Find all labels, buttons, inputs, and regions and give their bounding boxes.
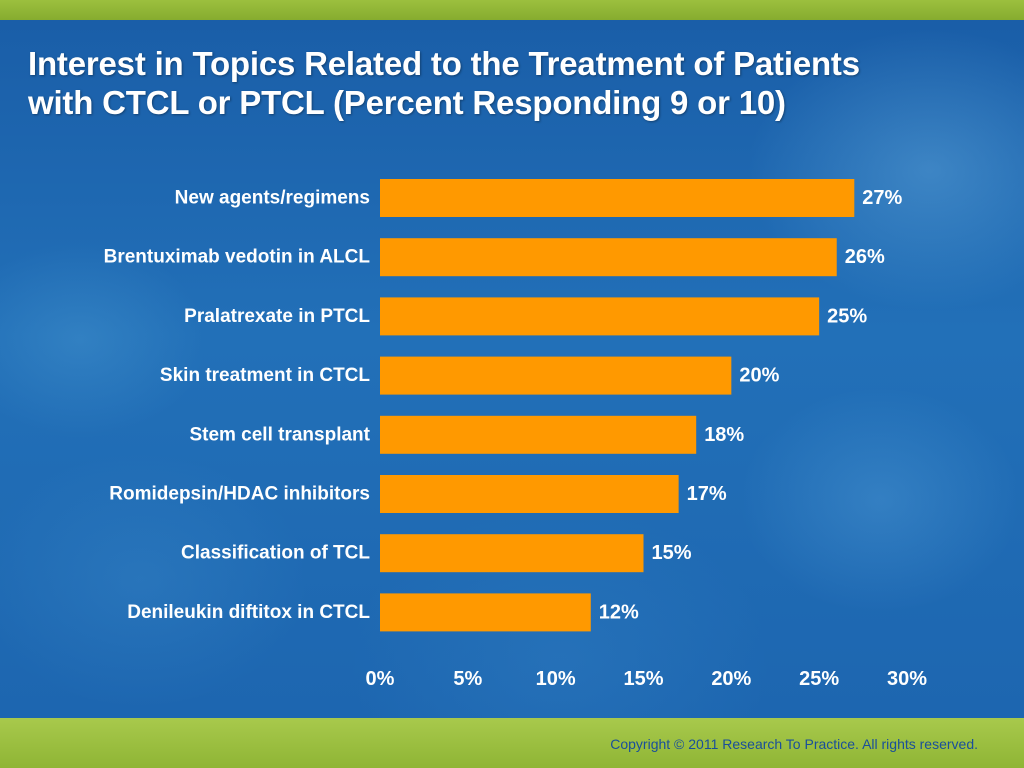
top-accent-bar	[0, 0, 1024, 20]
bar	[380, 297, 820, 336]
x-tick-label: 15%	[623, 668, 663, 690]
bar	[380, 534, 644, 573]
x-tick-label: 25%	[799, 668, 839, 690]
category-label: Romidepsin/HDAC inhibitors	[109, 484, 370, 505]
title-line-2: with CTCL or PTCL (Percent Responding 9 …	[28, 84, 786, 121]
x-tick-label: 20%	[711, 668, 751, 690]
title-line-1: Interest in Topics Related to the Treatm…	[28, 45, 860, 82]
data-label: 27%	[862, 187, 902, 209]
bar	[380, 475, 679, 513]
category-label: Skin treatment in CTCL	[160, 365, 370, 386]
copyright-notice: Copyright © 2011 Research To Practice. A…	[610, 736, 978, 752]
data-label: 17%	[687, 483, 727, 505]
category-label: New agents/regimens	[175, 188, 370, 209]
bar	[380, 179, 855, 217]
category-label: Brentuximab vedotin in ALCL	[104, 247, 371, 268]
category-label: Pralatrexate in PTCL	[184, 306, 370, 327]
bar	[380, 593, 591, 632]
category-label: Classification of TCL	[181, 543, 370, 564]
slide-title: Interest in Topics Related to the Treatm…	[28, 44, 998, 122]
data-label: 25%	[827, 305, 867, 327]
data-label: 15%	[652, 542, 692, 564]
bar	[380, 356, 732, 395]
x-tick-label: 5%	[453, 668, 482, 690]
bottom-accent-bar	[0, 718, 1024, 768]
x-tick-label: 0%	[366, 668, 395, 690]
category-label: Denileukin diftitox in CTCL	[127, 602, 370, 623]
x-tick-label: 10%	[536, 668, 576, 690]
data-label: 12%	[599, 601, 639, 623]
data-label: 18%	[704, 424, 744, 446]
bar	[380, 415, 697, 454]
data-label: 20%	[739, 365, 779, 387]
x-tick-label: 30%	[887, 668, 927, 690]
data-label: 26%	[845, 246, 885, 268]
bar	[380, 238, 837, 277]
category-label: Stem cell transplant	[189, 424, 370, 445]
